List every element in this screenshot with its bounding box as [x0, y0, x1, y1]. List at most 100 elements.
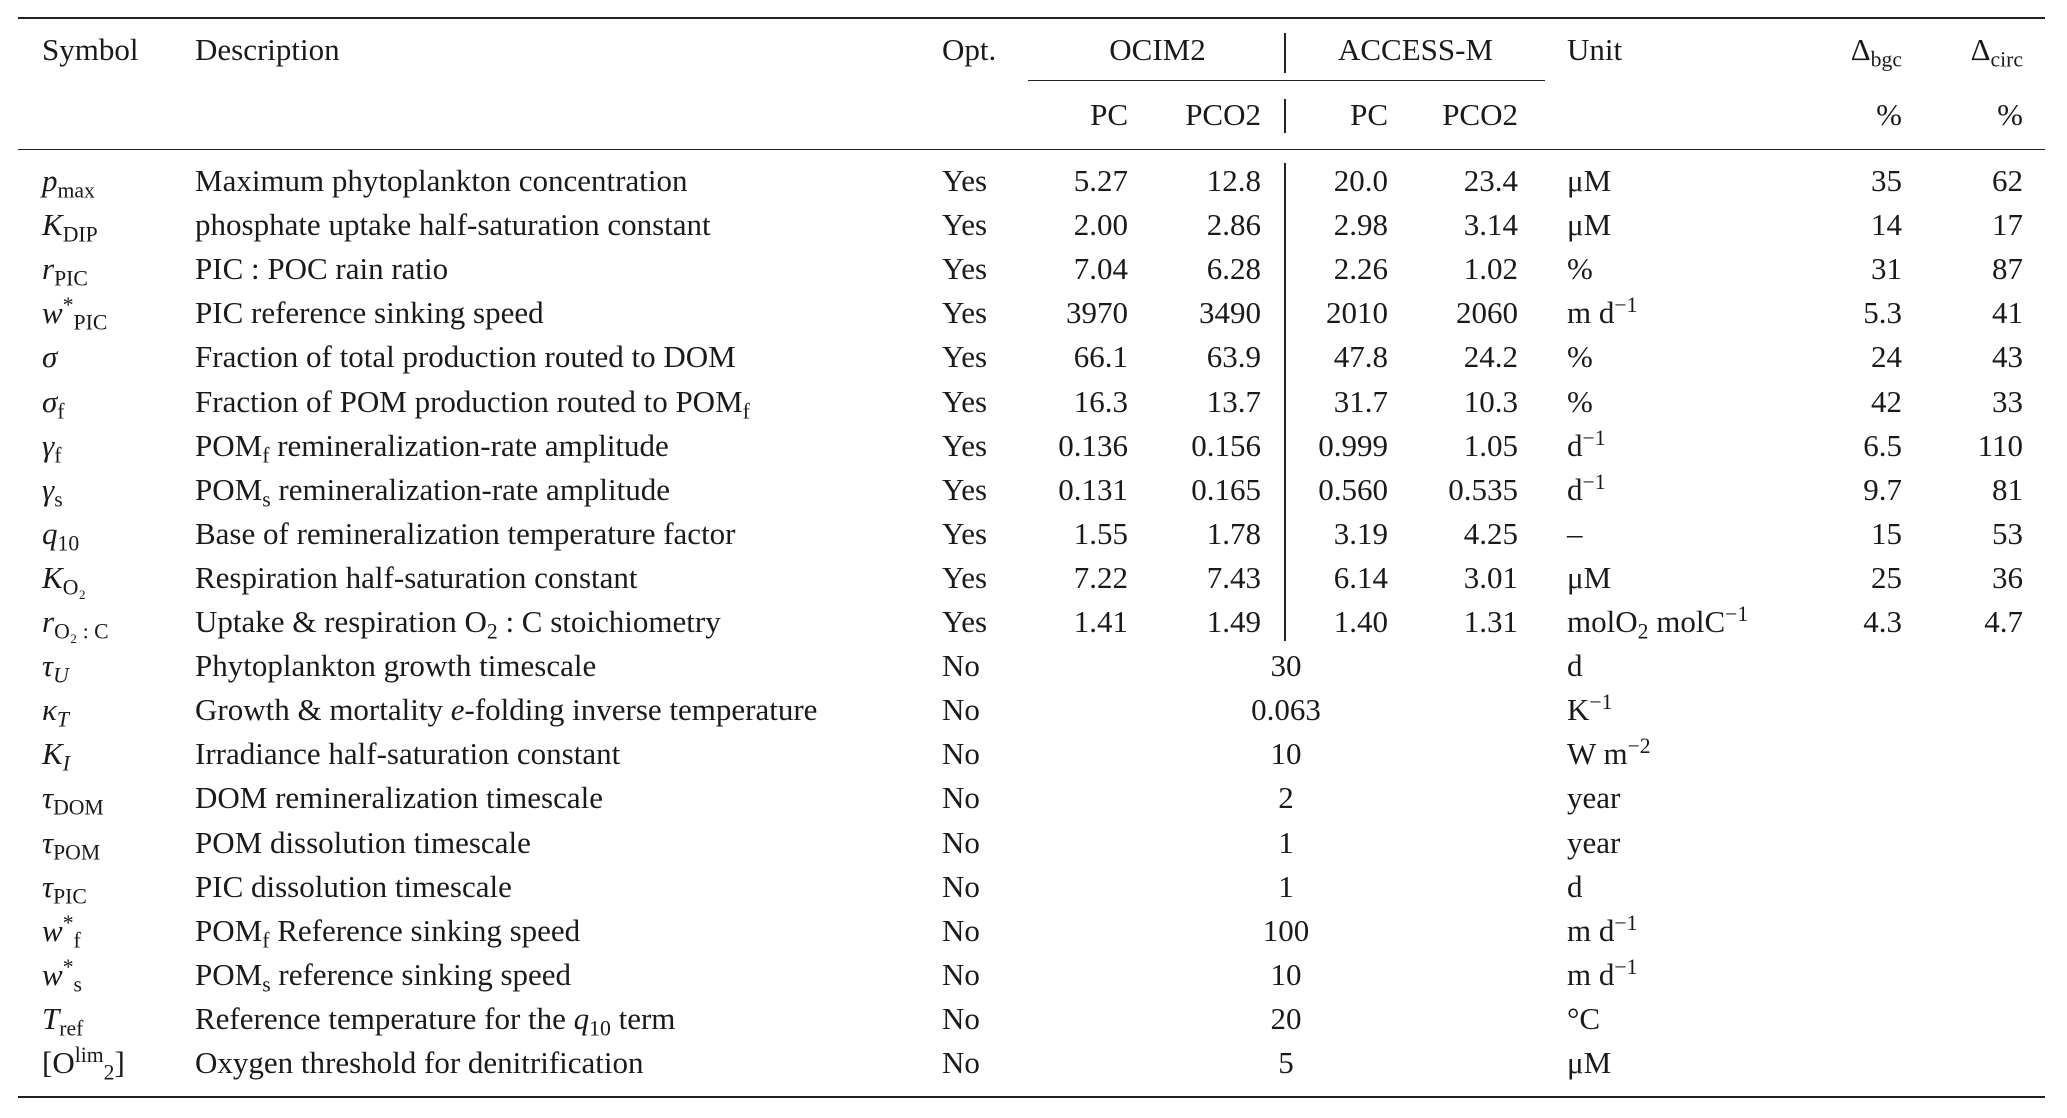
description-cell: Fraction of total production routed to D… [195, 339, 736, 375]
value-access-pco2: 1.31 [1463, 604, 1518, 639]
delta-bgc-cell: 9.7 [1863, 471, 1902, 507]
delta-bgc-cell: 42 [1871, 383, 1902, 419]
value-ocim2-pco2: 6.28 [1206, 251, 1261, 287]
delta-circ-cell: 17 [1992, 207, 2023, 243]
opt-cell: Yes [942, 427, 988, 463]
description-cell: DOM remineralization timescale [195, 780, 604, 816]
unit-cell: °C [1567, 1000, 1601, 1036]
header-ocim2: OCIM2 [1109, 32, 1206, 67]
table-row: τDOM DOM remineralization timescale No 2 yea… [0, 776, 2067, 820]
shared-value-cell: 5 [1278, 1045, 1294, 1080]
value-access-pco2: 10.3 [1463, 383, 1518, 419]
description-cell: PIC dissolution timescale [195, 868, 512, 904]
opt-cell: Yes [942, 251, 988, 287]
value-access-pc: 3.19 [1333, 515, 1388, 551]
symbol-cell: γf [42, 427, 62, 468]
symbol-cell: w*f [42, 910, 81, 953]
delta-bgc-cell: 5.3 [1863, 295, 1902, 331]
group-rule [1028, 80, 1545, 81]
unit-cell: d [1567, 648, 1583, 684]
shared-value-cell: 1 [1278, 824, 1294, 860]
description-cell: Respiration half-saturation constant [195, 559, 638, 595]
opt-cell: Yes [942, 295, 988, 331]
symbol-cell: σ [42, 339, 58, 375]
delta-circ-cell: 41 [1992, 295, 2023, 331]
description-cell: POMf Reference sinking speed [195, 912, 581, 953]
value-access-pc: 2.98 [1333, 207, 1388, 243]
value-ocim2-pc: 0.131 [1058, 471, 1128, 507]
value-ocim2-pco2: 0.165 [1191, 471, 1261, 507]
value-ocim2-pco2: 12.8 [1206, 163, 1261, 198]
value-ocim2-pc: 66.1 [1073, 339, 1128, 375]
description-cell: PIC : POC rain ratio [195, 251, 449, 287]
header-ocim2-pc: PC [1090, 97, 1128, 132]
delta-bgc-cell: 15 [1871, 515, 1902, 551]
header-access-pc: PC [1350, 97, 1388, 132]
unit-cell: d−1 [1567, 469, 1606, 507]
header-delta-bgc-unit: % [1876, 97, 1902, 132]
symbol-cell: [Olim2] [42, 1043, 125, 1085]
unit-cell: year [1567, 780, 1621, 816]
value-access-pco2: 3.14 [1463, 207, 1518, 243]
value-access-pc: 0.999 [1318, 427, 1388, 463]
delta-circ-cell: 4.7 [1984, 604, 2023, 639]
mid-rule [18, 149, 2045, 150]
value-ocim2-pc: 7.22 [1073, 559, 1128, 595]
table-row: rPIC PIC : POC rain ratio Yes 7.04 6.28 2.26 1… [0, 247, 2067, 291]
value-ocim2-pc: 0.136 [1058, 427, 1128, 463]
table-row: [Olim2] Oxygen threshold for denitrificat… [0, 1041, 2067, 1085]
symbol-cell: pmax [42, 163, 95, 203]
table-row: w*f POMf Reference sinking speed No 100 m d−… [0, 909, 2067, 953]
value-ocim2-pc: 7.04 [1073, 251, 1128, 287]
value-ocim2-pc: 1.41 [1073, 604, 1128, 639]
value-ocim2-pco2: 13.7 [1206, 383, 1261, 419]
symbol-cell: KO₂ [42, 559, 86, 600]
value-ocim2-pco2: 7.43 [1206, 559, 1261, 595]
unit-cell: % [1567, 339, 1593, 375]
opt-cell: No [942, 780, 980, 816]
delta-circ-cell: 33 [1992, 383, 2023, 419]
value-access-pc: 20.0 [1333, 163, 1388, 198]
value-access-pco2: 1.05 [1463, 427, 1518, 463]
shared-value-cell: 10 [1270, 736, 1302, 772]
description-cell: POMs reference sinking speed [195, 956, 572, 997]
value-ocim2-pco2: 1.49 [1206, 604, 1261, 639]
value-ocim2-pco2: 2.86 [1206, 207, 1261, 243]
unit-cell: year [1567, 824, 1621, 860]
description-cell: Irradiance half-saturation constant [195, 736, 621, 772]
delta-bgc-cell: 25 [1871, 559, 1902, 595]
value-ocim2-pco2: 63.9 [1206, 339, 1261, 375]
value-access-pc: 31.7 [1333, 383, 1388, 419]
delta-circ-cell: 62 [1992, 163, 2023, 198]
value-access-pc: 6.14 [1333, 559, 1388, 595]
table-row: τU Phytoplankton growth timescale No 30 d [0, 644, 2067, 688]
unit-cell: μM [1567, 1045, 1612, 1080]
description-cell: POMs remineralization-rate amplitude [195, 471, 671, 512]
table-row: q10 Base of remineralization temperature … [0, 512, 2067, 556]
symbol-cell: Tref [42, 1000, 84, 1041]
unit-cell: K−1 [1567, 690, 1613, 728]
opt-cell: Yes [942, 471, 988, 507]
table-row: γf POMf remineralization-rate amplitude Ye… [0, 424, 2067, 468]
table-row: KO₂ Respiration half-saturation constant Y… [0, 556, 2067, 600]
header-delta-circ: Δcirc [1970, 32, 2023, 72]
header-access-m: ACCESS-M [1337, 32, 1494, 67]
symbol-cell: w*PIC [42, 293, 108, 335]
value-access-pc: 0.560 [1318, 471, 1388, 507]
table-row: τPOM POM dissolution timescale No 1 year [0, 821, 2067, 865]
opt-cell: Yes [942, 515, 988, 551]
unit-cell: m d−1 [1567, 910, 1638, 948]
shared-value-cell: 0.063 [1251, 692, 1321, 728]
header-ocim2-pco2: PCO2 [1185, 97, 1261, 132]
opt-cell: No [942, 824, 980, 860]
symbol-cell: τPIC [42, 868, 87, 909]
table-row: w*s POMs reference sinking speed No 10 m d−1 [0, 953, 2067, 997]
delta-bgc-cell: 24 [1871, 339, 1902, 375]
unit-cell: m d−1 [1567, 954, 1638, 992]
opt-cell: Yes [942, 383, 988, 419]
symbol-cell: τDOM [42, 780, 104, 820]
value-access-pc: 2.26 [1333, 251, 1388, 287]
value-ocim2-pco2: 0.156 [1191, 427, 1261, 463]
symbol-cell: σf [42, 383, 65, 423]
opt-cell: Yes [942, 604, 988, 639]
